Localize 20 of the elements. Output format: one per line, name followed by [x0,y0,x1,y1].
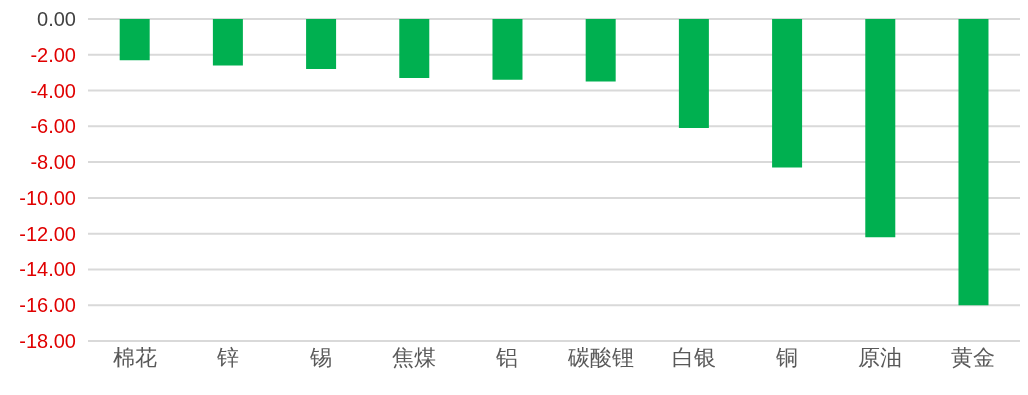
x-tick-label: 黄金 [951,344,996,370]
x-tick-label: 焦煤 [392,344,437,370]
y-tick-label: -10.00 [19,186,76,209]
x-tick-label: 碳酸锂 [566,344,634,370]
y-tick-label: -8.00 [30,151,76,174]
y-tick-label: -2.00 [30,43,76,66]
x-tick-label: 锡 [309,344,332,370]
x-tick-label: 棉花 [112,344,157,370]
y-tick-label: -6.00 [30,115,76,138]
x-tick-label: 原油 [858,344,903,370]
x-tick-label: 锌 [215,344,239,370]
y-tick-label: -18.00 [19,330,76,352]
y-tick-label: -4.00 [30,79,76,102]
x-tick-label: 白银 [671,344,716,370]
y-tick-label: 0.00 [37,8,76,30]
x-tick-label: 铜 [775,344,798,370]
y-tick-label: -12.00 [19,222,76,245]
y-tick-label: -16.00 [19,294,76,317]
x-tick-label: 铝 [495,344,519,370]
y-tick-label: -14.00 [19,258,76,281]
